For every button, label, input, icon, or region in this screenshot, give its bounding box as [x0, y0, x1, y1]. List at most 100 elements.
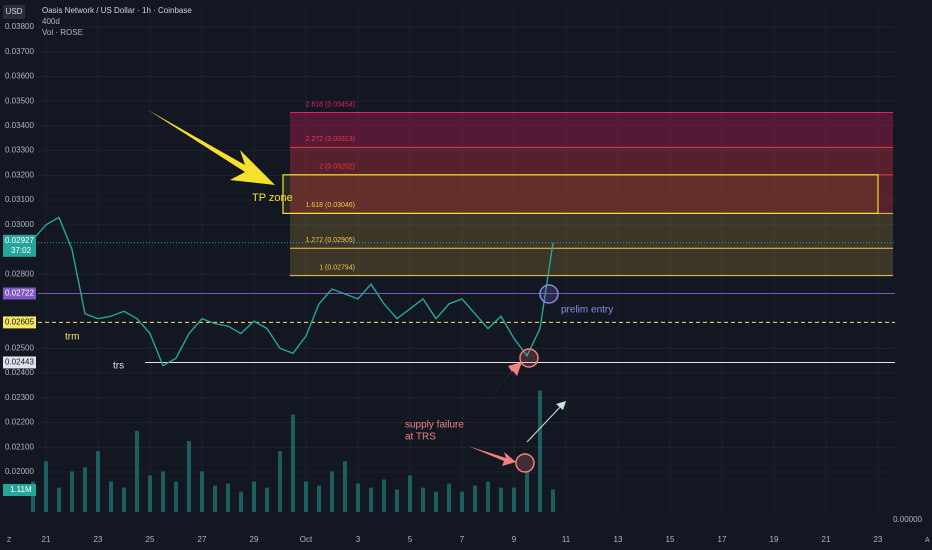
volume-bar: [226, 483, 230, 512]
volume-bar: [434, 491, 438, 512]
chart-title: Oasis Network / US Dollar · 1h · Coinbas…: [42, 6, 192, 15]
volume-bar: [382, 479, 386, 512]
volume-bar: [70, 471, 74, 512]
volume-bar: [122, 487, 126, 512]
y-tick-label: 0.02500: [5, 343, 34, 352]
volume-bar: [174, 481, 178, 512]
y-tick-label: 0.02400: [5, 368, 34, 377]
x-tick-label: 27: [198, 535, 207, 544]
volume-bar: [395, 489, 399, 512]
x-tick-label: 29: [250, 535, 259, 544]
level-tag: [3, 356, 36, 369]
y-tick-label: 0.03500: [5, 96, 34, 105]
volume-bar: [473, 485, 477, 512]
volume-bar: [252, 481, 256, 512]
supply-label: supply failure: [405, 420, 464, 431]
y-tick-label: 0.02200: [5, 418, 34, 427]
up-arrow: [526, 403, 564, 443]
tp-zone-label: TP zone: [252, 192, 293, 204]
pink-arrow: [470, 362, 522, 420]
trs-label: trs: [113, 361, 124, 372]
x-tick-label: 15: [666, 535, 675, 544]
volume-bar: [265, 487, 269, 512]
volume-bar: [421, 487, 425, 512]
fib-label: 1.618 (0.03046): [306, 202, 355, 209]
fib-label: 2.272 (0.03313): [306, 136, 355, 143]
y-tick-label: 0.03300: [5, 146, 34, 155]
fib-zone: [290, 174, 893, 214]
x-tick-label: 7: [460, 535, 465, 544]
volume-last-label: 1.11M: [10, 485, 32, 494]
y-tick-label: 0.03600: [5, 72, 34, 81]
volume-bar: [83, 467, 87, 512]
volume-bar: [57, 487, 61, 512]
x-tick-label: 13: [614, 535, 623, 544]
currency-box: [3, 5, 25, 19]
volume-bar: [447, 483, 451, 512]
volume-bar: [525, 471, 529, 512]
y-tick-label: 0.03100: [5, 195, 34, 204]
level-label: 0.02443: [5, 358, 34, 367]
x-tick-label: 19: [770, 535, 779, 544]
y-tick-label: 0.03800: [5, 22, 34, 31]
volume-bar: [330, 471, 334, 512]
volume-title: Vol · ROSE: [42, 28, 83, 37]
volume-bar: [343, 461, 347, 512]
level-tag: [3, 316, 36, 329]
tp-zone: [282, 174, 879, 214]
pink-arrow: [468, 446, 516, 466]
volume-bar: [317, 485, 321, 512]
entry-circle: [539, 284, 559, 304]
x-tick-label: 23: [874, 535, 883, 544]
volume-bar: [109, 481, 113, 512]
volume-bar: [499, 487, 503, 512]
supply-label: at TRS: [405, 432, 436, 443]
volume-bar: [304, 481, 308, 512]
volume-bar: [369, 487, 373, 512]
trm-label: trm: [65, 332, 79, 343]
y-tick-label: 0.03000: [5, 220, 34, 229]
last-price-tag: [3, 234, 36, 257]
plot: [31, 112, 895, 512]
trs-circle: [519, 348, 539, 368]
y-tick-label: 0.02800: [5, 269, 34, 278]
level-label: 0.02605: [5, 318, 34, 327]
x-tick-label: 25: [146, 535, 155, 544]
currency: USD: [6, 7, 23, 16]
fib-label: 2 (0.03202): [319, 164, 355, 171]
x-tick-label: 23: [94, 535, 103, 544]
price-line: [32, 216, 554, 367]
volume-bar: [291, 414, 295, 512]
fib-label: 2.618 (0.03454): [306, 101, 355, 108]
volume-bar: [213, 485, 217, 512]
volume-bar: [538, 390, 542, 512]
volume-bar: [135, 430, 139, 512]
volume-bar: [148, 475, 152, 512]
x-tick-label: 11: [562, 535, 571, 544]
countdown: 37:02: [11, 246, 32, 255]
volume-axis-label: 0.00000: [893, 515, 922, 524]
fib-zone: [290, 248, 893, 276]
volume-bar: [408, 475, 412, 512]
x-tick-label: 9: [512, 535, 517, 544]
y-tick-label: 0.02000: [5, 467, 34, 476]
volume-bar: [278, 451, 282, 512]
y-tick-label: 0.02300: [5, 393, 34, 402]
volume-bar: [486, 481, 490, 512]
grid: [38, 5, 895, 512]
tp-arrow: [148, 110, 275, 185]
volume-bar: [31, 481, 35, 512]
volume-bar: [356, 483, 360, 512]
corner-label: Z: [7, 537, 12, 544]
volume-bar: [460, 491, 464, 512]
corner-label: A: [925, 537, 930, 544]
x-tick-label: 3: [356, 535, 361, 544]
y-tick-label: 0.02100: [5, 442, 34, 451]
x-tick-label: Oct: [300, 535, 313, 544]
volume-bar: [551, 489, 555, 512]
x-tick-label: 5: [408, 535, 413, 544]
volume-bar: [239, 491, 243, 512]
volume-bar: [187, 441, 191, 512]
